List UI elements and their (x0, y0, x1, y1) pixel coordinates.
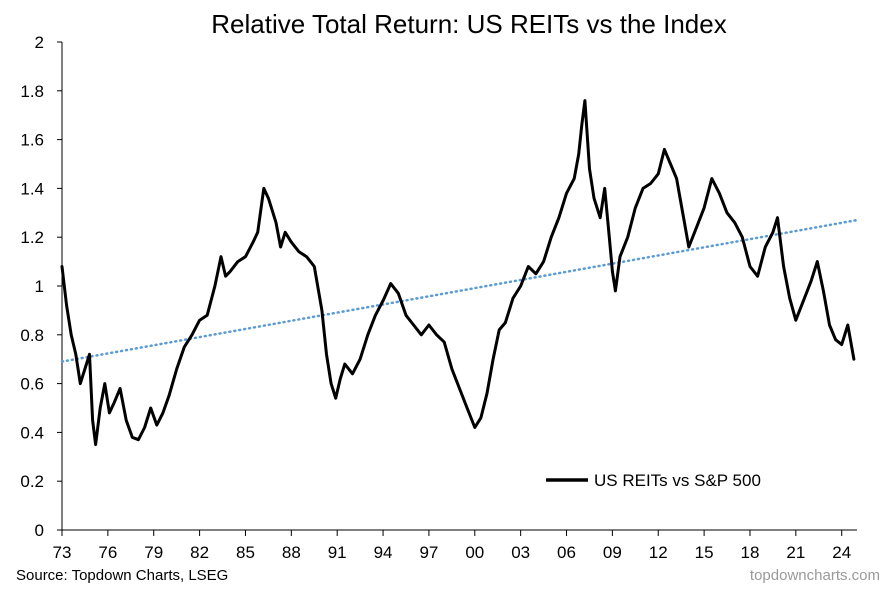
y-tick-label: 2 (35, 33, 44, 52)
x-tick-label: 94 (374, 543, 393, 562)
legend: US REITs vs S&P 500 (546, 471, 761, 490)
x-tick-label: 97 (419, 543, 438, 562)
x-tick-label: 15 (695, 543, 714, 562)
y-tick-label: 0.2 (20, 472, 44, 491)
x-tick-label: 09 (603, 543, 622, 562)
x-tick-label: 76 (98, 543, 117, 562)
series-line-reits-vs-sp500 (60, 99, 856, 447)
x-tick-label: 06 (557, 543, 576, 562)
y-axis: 0 0.2 0.4 0.6 0.8 1 1.2 1.4 1.6 1.8 2 (20, 33, 63, 540)
x-tick-label: 85 (236, 543, 255, 562)
source-note: Source: Topdown Charts, LSEG (16, 567, 229, 584)
chart-title: Relative Total Return: US REITs vs the I… (211, 9, 726, 39)
x-tick-label: 88 (282, 543, 301, 562)
x-tick-label: 82 (190, 543, 209, 562)
y-tick-label: 1.6 (20, 131, 44, 150)
x-tick-label: 12 (649, 543, 668, 562)
x-tick-label: 00 (465, 543, 484, 562)
y-tick-label: 0 (35, 521, 44, 540)
x-tick-label: 21 (786, 543, 805, 562)
y-tick-label: 1.8 (20, 82, 44, 101)
y-tick-label: 1 (35, 277, 44, 296)
y-tick-label: 0.6 (20, 375, 44, 394)
x-tick-label: 91 (328, 543, 347, 562)
x-tick-label: 03 (511, 543, 530, 562)
y-tick-label: 1.2 (20, 228, 44, 247)
x-tick-label: 24 (832, 543, 851, 562)
plot-area (60, 99, 859, 447)
x-tick-label: 79 (144, 543, 163, 562)
y-tick-label: 1.4 (20, 179, 44, 198)
brand-watermark: topdowncharts.com (749, 567, 880, 584)
x-tick-label: 73 (53, 543, 72, 562)
trend-line (60, 218, 859, 363)
x-axis: 73 76 79 82 85 88 91 94 97 00 03 06 09 12 15 18 21 24 (53, 529, 857, 562)
x-tick-label: 18 (741, 543, 760, 562)
legend-label: US REITs vs S&P 500 (594, 471, 761, 490)
y-tick-label: 0.8 (20, 326, 44, 345)
y-tick-label: 0.4 (20, 423, 44, 442)
